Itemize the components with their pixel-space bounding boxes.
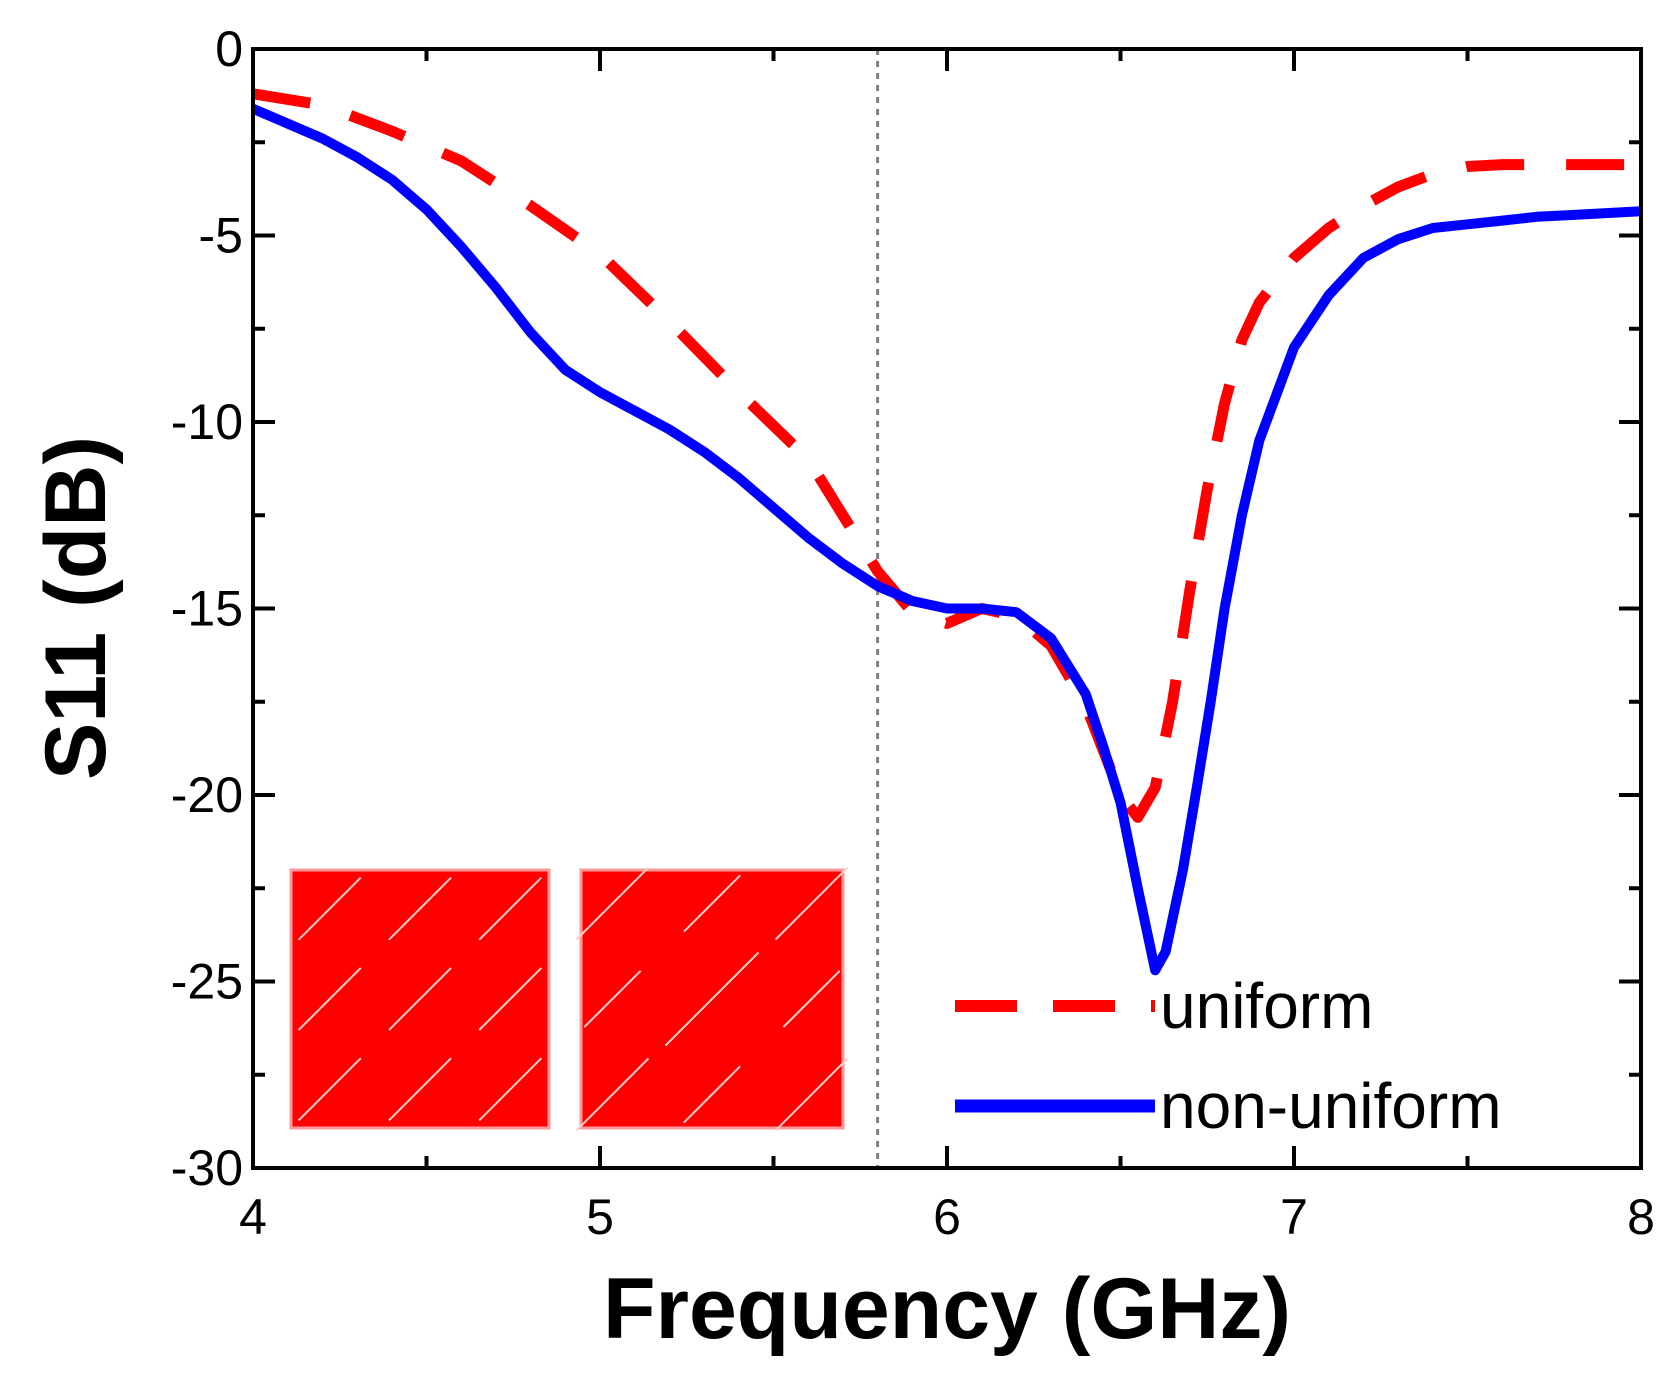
inset-slot <box>575 866 650 941</box>
inset-slot <box>583 970 642 1028</box>
inset-slot <box>774 1057 849 1132</box>
uniform-pattern-inset <box>289 868 551 1130</box>
legend: uniform non-uniform <box>955 970 1502 1142</box>
y-axis-ticks: 0 -5 -10 -15 -20 -25 -30 <box>171 21 1641 1196</box>
x-tick-label: 8 <box>1627 1189 1655 1245</box>
series-line-non-uniform <box>251 104 1642 976</box>
y-tick-label: -30 <box>171 1140 243 1196</box>
inset-slot <box>297 967 362 1031</box>
series-line-uniform <box>252 88 1641 823</box>
inset-slot <box>683 1065 741 1124</box>
inset-slot <box>388 1057 452 1122</box>
inset-slot <box>388 876 452 941</box>
inset-slot <box>297 876 362 941</box>
inset-slot <box>782 970 841 1028</box>
inset-slot <box>575 1057 650 1132</box>
inset-slot <box>774 866 849 941</box>
x-tick-label: 5 <box>586 1189 614 1245</box>
x-tick-label: 6 <box>933 1189 961 1245</box>
inset-slot <box>478 967 543 1031</box>
y-axis-title: S11 (dB) <box>28 436 124 780</box>
inset-slot <box>683 874 741 933</box>
x-tick-label: 7 <box>1280 1189 1308 1245</box>
x-axis-ticks: 4 5 6 7 8 <box>239 49 1655 1245</box>
legend-label-uniform: uniform <box>1160 970 1373 1042</box>
y-tick-label: -10 <box>171 394 243 450</box>
y-tick-label: -25 <box>171 954 243 1010</box>
legend-label-non-uniform: non-uniform <box>1160 1070 1502 1142</box>
y-tick-label: -5 <box>199 208 243 264</box>
inset-slot <box>478 876 543 941</box>
inset-slot <box>478 1057 543 1122</box>
series-layer <box>251 88 1642 976</box>
non-uniform-pattern-inset <box>575 866 849 1132</box>
y-tick-label: -15 <box>171 581 243 637</box>
inset-slot <box>297 1057 362 1122</box>
x-tick-label: 4 <box>239 1189 267 1245</box>
y-tick-label: 0 <box>215 21 243 77</box>
y-tick-label: -20 <box>171 767 243 823</box>
inset-slot <box>388 967 452 1031</box>
x-axis-title: Frequency (GHz) <box>603 1261 1291 1357</box>
inset-slot <box>664 951 760 1047</box>
